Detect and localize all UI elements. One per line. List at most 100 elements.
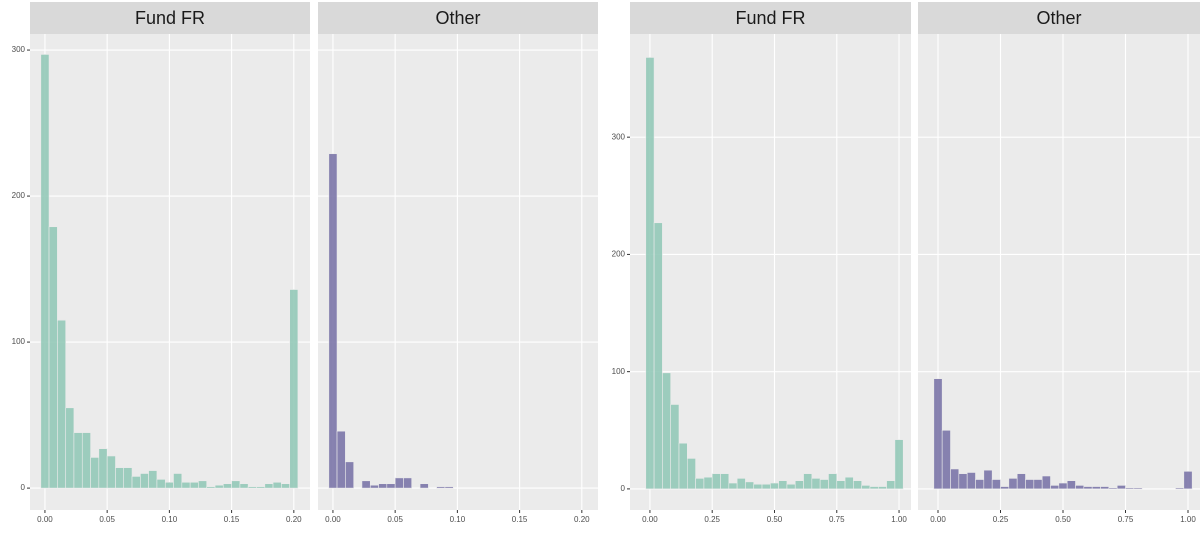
histogram-bar — [686, 458, 696, 490]
histogram-bar — [289, 289, 299, 489]
facet-title: Fund FR — [735, 8, 805, 28]
histogram-bar — [140, 473, 149, 489]
histogram-bar — [444, 486, 454, 489]
histogram-bar — [761, 483, 771, 490]
histogram-bar — [1175, 487, 1185, 490]
y-tick-label: 200 — [12, 191, 26, 200]
histogram-bar — [1041, 475, 1051, 490]
histogram-bar — [861, 485, 871, 490]
histogram-bar — [1058, 482, 1068, 490]
histogram-bar — [711, 473, 721, 490]
histogram-bar — [645, 57, 655, 490]
x-tick-label: 0.10 — [162, 515, 178, 524]
histogram-bar — [703, 476, 713, 490]
x-tick-label: 1.00 — [1180, 515, 1196, 524]
histogram-bar — [1133, 487, 1143, 490]
histogram-bar — [264, 483, 274, 489]
histogram-bar — [173, 473, 183, 489]
y-tick-label: 300 — [12, 45, 26, 54]
facet-title: Other — [1036, 8, 1081, 28]
facet-strip — [30, 2, 310, 34]
histogram-bar — [778, 480, 788, 490]
histogram-bar — [345, 461, 355, 489]
histogram-bar — [975, 479, 985, 490]
histogram-bar — [966, 472, 976, 490]
histogram-bar — [436, 486, 446, 489]
histogram-bar — [877, 486, 887, 490]
histogram-bar — [386, 483, 396, 489]
histogram-bar — [950, 468, 960, 490]
histogram-bar — [328, 153, 338, 489]
histogram-bar — [336, 430, 346, 489]
histogram-bar — [670, 404, 680, 490]
x-tick-label: 0.20 — [286, 515, 302, 524]
histogram-bar — [378, 483, 388, 489]
histogram-bar — [678, 442, 688, 490]
histogram-bar — [198, 480, 208, 489]
histogram-bar — [1091, 486, 1101, 490]
histogram-bar — [1083, 486, 1093, 490]
histogram-bar — [115, 467, 125, 489]
x-tick-label: 0.05 — [99, 515, 115, 524]
histogram-bar — [828, 473, 838, 490]
histogram-bar — [123, 467, 133, 489]
x-tick-label: 0.00 — [642, 515, 658, 524]
histogram-bar — [394, 477, 404, 489]
histogram-bar — [728, 482, 738, 490]
histogram-bar — [231, 480, 241, 489]
histogram-bar — [256, 486, 266, 489]
histogram-bar — [1025, 479, 1035, 490]
panel-background — [30, 34, 310, 510]
x-tick-label: 0.20 — [574, 515, 590, 524]
histogram-bar — [1000, 486, 1010, 490]
facet-strip — [318, 2, 598, 34]
histogram-bar — [1183, 471, 1193, 490]
histogram-bar — [869, 486, 879, 490]
histogram-bar — [1050, 485, 1060, 490]
facet-title: Other — [435, 8, 480, 28]
histogram-bar — [786, 483, 796, 490]
histogram-bar — [131, 476, 141, 489]
histogram-bar — [48, 226, 58, 489]
histogram-bar — [57, 319, 67, 489]
x-tick-label: 0.15 — [224, 515, 240, 524]
x-tick-label: 0.75 — [1118, 515, 1134, 524]
y-tick-label: 100 — [612, 367, 626, 376]
histogram-bar — [1016, 473, 1026, 490]
histogram-bar — [983, 469, 993, 490]
histogram-bar — [662, 372, 671, 490]
histogram-bar — [156, 479, 166, 489]
histogram-bar — [65, 407, 75, 489]
histogram-bar — [239, 483, 249, 489]
histogram-bar — [90, 457, 100, 489]
x-tick-label: 0.10 — [450, 515, 466, 524]
histogram-bar — [770, 482, 779, 490]
x-tick-label: 0.00 — [37, 515, 53, 524]
panel-background — [918, 34, 1200, 510]
x-tick-label: 0.25 — [704, 515, 720, 524]
x-tick-label: 0.00 — [325, 515, 341, 524]
histogram-bar — [720, 473, 730, 490]
x-tick-label: 0.75 — [829, 515, 845, 524]
histogram-bar — [745, 481, 755, 490]
histogram-bar — [736, 478, 746, 490]
histogram-bar — [369, 484, 379, 489]
histogram-bar — [106, 455, 116, 489]
histogram-bar — [1116, 485, 1126, 490]
y-tick-label: 0 — [621, 484, 626, 493]
histogram-bar — [73, 432, 83, 489]
histogram-bar — [272, 481, 282, 489]
histogram-bar — [419, 483, 429, 489]
histogram-bar — [164, 481, 174, 489]
histogram-bar — [844, 476, 854, 490]
histogram-bar — [189, 481, 199, 489]
histogram-bar — [753, 483, 763, 490]
histogram-bar — [40, 54, 50, 489]
histogram-bar — [886, 480, 896, 490]
x-tick-label: 0.25 — [993, 515, 1009, 524]
histogram-bar — [1125, 487, 1135, 490]
histogram-bar — [1008, 478, 1018, 490]
histogram-bar — [214, 484, 224, 489]
histogram-bar — [98, 448, 108, 489]
histogram-bar — [403, 477, 413, 489]
